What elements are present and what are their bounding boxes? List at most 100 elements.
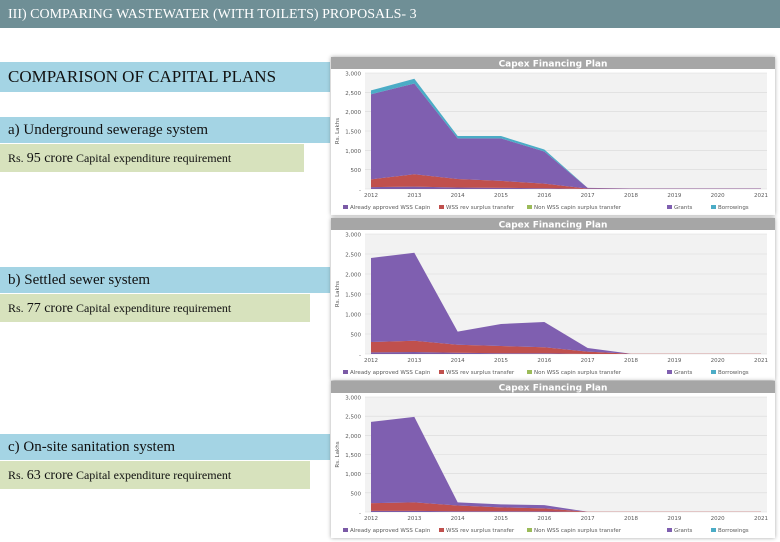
x-tick-label: 2020 [711, 358, 725, 364]
x-tick-label: 2021 [754, 358, 768, 364]
x-tick-label: 2012 [364, 193, 378, 199]
legend-swatch [343, 205, 348, 209]
option-b-cost-amount: 77 crore [26, 301, 73, 316]
option-c-cost-amount: 63 crore [26, 468, 73, 483]
area-series-grants [371, 252, 761, 354]
y-tick-label: 1,000 [345, 149, 361, 155]
capex-chart-b: Capex Financing Plan - 500 1,000 1,500 2,000 2… [331, 218, 775, 376]
legend-label: Grants [674, 205, 693, 211]
legend-swatch [711, 528, 716, 532]
area-series-grants [371, 416, 761, 512]
option-c-cost-box: Rs. 63 crore Capital expenditure require… [0, 461, 310, 489]
legend-label: Borrowings [718, 370, 749, 376]
y-tick-label: 1,000 [345, 313, 361, 319]
capex-chart-c: Capex Financing Plan - 500 1,000 1,500 2,000 2… [331, 381, 775, 534]
legend-swatch [711, 370, 716, 374]
section-title: COMPARISON OF CAPITAL PLANS [8, 67, 277, 86]
option-a-cost-suffix: Capital expenditure requirement [72, 151, 232, 165]
chart-panel-c: Capex Financing Plan - 500 1,000 1,500 2,000 2… [331, 381, 775, 538]
x-tick-label: 2015 [494, 358, 508, 364]
option-b-label-bar: b) Settled sewer system [0, 267, 330, 293]
y-tick-label: 1,000 [345, 472, 361, 478]
x-tick-label: 2016 [537, 516, 551, 522]
y-tick-label: 1,500 [345, 130, 361, 136]
x-tick-label: 2014 [451, 193, 465, 199]
area-series-wss-transfer [371, 174, 761, 189]
option-b-cost-prefix: Rs. [8, 301, 27, 315]
x-tick-label: 2015 [494, 193, 508, 199]
x-tick-label: 2016 [537, 358, 551, 364]
option-a-label: a) Underground sewerage system [8, 122, 209, 138]
section-title-bar: COMPARISON OF CAPITAL PLANS [0, 62, 330, 92]
y-tick-label: - [359, 511, 361, 517]
area-series-wss-transfer [371, 340, 761, 354]
x-tick-label: 2012 [364, 358, 378, 364]
x-tick-label: 2021 [754, 193, 768, 199]
x-tick-label: 2012 [364, 516, 378, 522]
y-tick-label: 2,500 [345, 91, 361, 97]
legend-label: WSS rev surplus transfer [446, 528, 515, 534]
legend-label: Already approved WSS Capin [350, 528, 431, 534]
capex-chart-a: Capex Financing Plan - 500 1,000 1,500 2,000 2… [331, 57, 775, 211]
legend-swatch [527, 528, 532, 532]
legend-swatch [439, 370, 444, 374]
y-tick-label: 500 [351, 491, 362, 497]
legend-swatch [527, 205, 532, 209]
option-a-cost-amount: 95 crore [26, 151, 73, 166]
y-tick-label: 3,000 [345, 72, 361, 78]
legend-swatch [667, 205, 672, 209]
area-series-grants [371, 83, 761, 189]
page-title: III) COMPARING WASTEWATER (WITH TOILETS)… [8, 7, 417, 22]
area-series-approved [371, 352, 761, 354]
x-tick-label: 2016 [537, 193, 551, 199]
legend-swatch [439, 205, 444, 209]
x-tick-label: 2018 [624, 358, 638, 364]
chart-title-band [331, 57, 775, 69]
page-header: III) COMPARING WASTEWATER (WITH TOILETS)… [0, 0, 780, 28]
x-tick-label: 2014 [451, 358, 465, 364]
legend-label: Already approved WSS Capin [350, 370, 431, 376]
x-tick-label: 2013 [407, 358, 421, 364]
legend-swatch [527, 370, 532, 374]
y-tick-label: 500 [351, 168, 362, 174]
legend-swatch [667, 528, 672, 532]
y-tick-label: 2,000 [345, 110, 361, 116]
option-b-cost-suffix: Capital expenditure requirement [72, 301, 232, 315]
legend-label: Non WSS capin surplus transfer [534, 528, 622, 534]
y-tick-label: 2,500 [345, 415, 361, 421]
option-c-cost-suffix: Capital expenditure requirement [72, 468, 232, 482]
option-a-cost-prefix: Rs. [8, 151, 27, 165]
legend-label: Already approved WSS Capin [350, 205, 431, 211]
option-a-label-bar: a) Underground sewerage system [0, 117, 330, 143]
legend-label: WSS rev surplus transfer [446, 205, 515, 211]
legend-swatch [439, 528, 444, 532]
y-tick-label: 2,000 [345, 273, 361, 279]
y-axis-label: Rs. Lakhs [335, 441, 341, 467]
y-tick-label: 1,500 [345, 453, 361, 459]
option-c-label-bar: c) On-site sanitation system [0, 434, 330, 460]
x-tick-label: 2019 [667, 193, 681, 199]
x-tick-label: 2018 [624, 193, 638, 199]
area-series-wss-transfer [371, 502, 761, 512]
chart-title-band [331, 218, 775, 230]
y-tick-label: - [359, 188, 361, 194]
y-tick-label: - [359, 353, 361, 359]
y-tick-label: 2,500 [345, 253, 361, 259]
legend-swatch [667, 370, 672, 374]
chart-title: Capex Financing Plan [499, 221, 608, 231]
x-tick-label: 2013 [407, 516, 421, 522]
legend-swatch [343, 370, 348, 374]
option-b-cost-box: Rs. 77 crore Capital expenditure require… [0, 294, 310, 322]
y-tick-label: 500 [351, 333, 362, 339]
option-a-cost-box: Rs. 95 crore Capital expenditure require… [0, 144, 304, 172]
option-c-cost-prefix: Rs. [8, 468, 27, 482]
area-series-approved [371, 510, 761, 512]
chart-panel-a: Capex Financing Plan - 500 1,000 1,500 2,000 2… [331, 57, 775, 215]
chart-title: Capex Financing Plan [499, 60, 608, 70]
x-tick-label: 2017 [581, 516, 595, 522]
legend-label: WSS rev surplus transfer [446, 370, 515, 376]
x-tick-label: 2017 [581, 358, 595, 364]
y-axis-label: Rs. Lakhs [335, 281, 341, 307]
x-tick-label: 2020 [711, 193, 725, 199]
legend-label: Borrowings [718, 528, 749, 534]
